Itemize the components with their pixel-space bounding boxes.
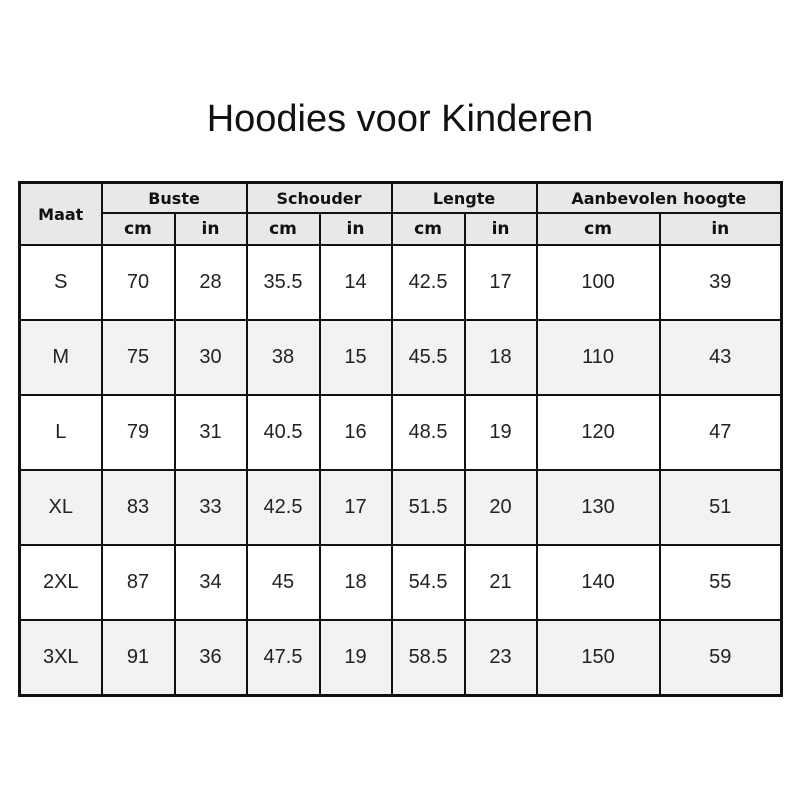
value-cell: 19 [318,619,393,697]
unit-header: in [658,212,783,246]
unit-header: in [173,212,248,246]
value-cell: 40.5 [245,394,321,471]
table-row: L 79 31 40.5 16 48.5 19 120 47 [18,394,783,471]
value-cell: 34 [173,544,248,621]
value-cell: 18 [318,544,393,621]
table-row: 3XL 91 36 47.5 19 58.5 23 150 59 [18,619,783,697]
value-cell: 51 [658,469,783,546]
value-cell: 48.5 [390,394,466,471]
page-title: Hoodies voor Kinderen [206,98,594,140]
value-cell: 75 [100,319,176,396]
table-row: S 70 28 35.5 14 42.5 17 100 39 [18,244,783,321]
value-cell: 39 [658,244,783,321]
value-cell: 70 [100,244,176,321]
value-cell: 36 [173,619,248,697]
value-cell: 14 [318,244,393,321]
value-cell: 17 [318,469,393,546]
size-cell: 2XL [18,544,103,621]
size-header: Maat [18,181,103,246]
value-cell: 150 [535,619,661,697]
value-cell: 33 [173,469,248,546]
table-row: M 75 30 38 15 45.5 18 110 43 [18,319,783,396]
value-cell: 16 [318,394,393,471]
size-cell: XL [18,469,103,546]
value-cell: 23 [463,619,538,697]
value-cell: 38 [245,319,321,396]
value-cell: 45.5 [390,319,466,396]
value-cell: 30 [173,319,248,396]
value-cell: 42.5 [390,244,466,321]
value-cell: 28 [173,244,248,321]
value-cell: 91 [100,619,176,697]
value-cell: 21 [463,544,538,621]
group-header-shoulder: Schouder [245,181,393,214]
table-row: 2XL 87 34 45 18 54.5 21 140 55 [18,544,783,621]
size-cell: 3XL [18,619,103,697]
value-cell: 18 [463,319,538,396]
unit-header: cm [390,212,466,246]
value-cell: 51.5 [390,469,466,546]
unit-header: in [318,212,393,246]
size-cell: M [18,319,103,396]
size-cell: S [18,244,103,321]
value-cell: 83 [100,469,176,546]
value-cell: 79 [100,394,176,471]
size-cell: L [18,394,103,471]
value-cell: 43 [658,319,783,396]
value-cell: 87 [100,544,176,621]
value-cell: 54.5 [390,544,466,621]
group-header-recommended-height: Aanbevolen hoogte [535,181,783,214]
value-cell: 35.5 [245,244,321,321]
unit-header: cm [100,212,176,246]
unit-header: cm [245,212,321,246]
group-header-bust: Buste [100,181,248,214]
value-cell: 47 [658,394,783,471]
value-cell: 47.5 [245,619,321,697]
value-cell: 19 [463,394,538,471]
value-cell: 110 [535,319,661,396]
value-cell: 55 [658,544,783,621]
unit-header: cm [535,212,661,246]
value-cell: 45 [245,544,321,621]
value-cell: 100 [535,244,661,321]
unit-header: in [463,212,538,246]
value-cell: 31 [173,394,248,471]
value-cell: 17 [463,244,538,321]
size-chart-table: Maat Buste Schouder Lengte Aanbevolen ho… [18,181,784,697]
value-cell: 130 [535,469,661,546]
value-cell: 42.5 [245,469,321,546]
value-cell: 140 [535,544,661,621]
value-cell: 15 [318,319,393,396]
value-cell: 59 [658,619,783,697]
value-cell: 20 [463,469,538,546]
value-cell: 120 [535,394,661,471]
table-row: XL 83 33 42.5 17 51.5 20 130 51 [18,469,783,546]
group-header-length: Lengte [390,181,538,214]
value-cell: 58.5 [390,619,466,697]
